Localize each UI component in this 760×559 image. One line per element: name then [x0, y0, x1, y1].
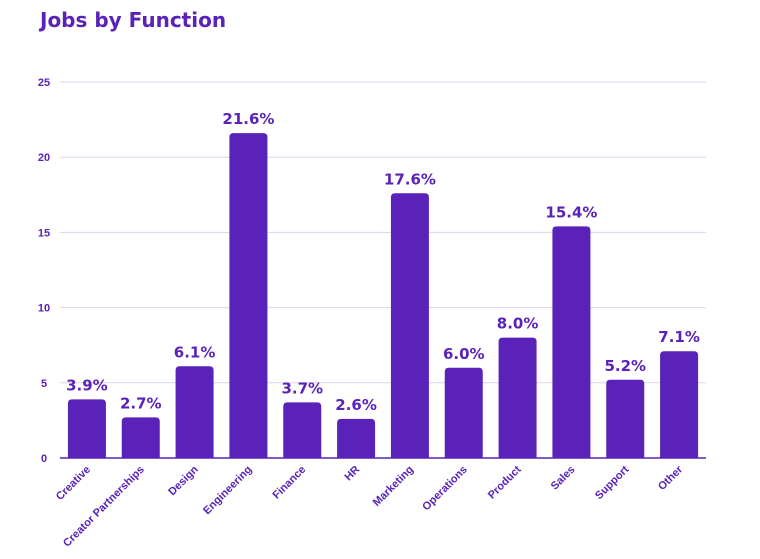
data-label: 7.1%	[658, 328, 700, 346]
y-tick-label: 15	[38, 227, 50, 239]
x-tick-label: Sales	[549, 464, 578, 493]
data-label: 3.9%	[66, 376, 108, 394]
data-label: 8.0%	[497, 315, 539, 333]
y-tick-label: 25	[38, 77, 50, 89]
bar	[444, 367, 483, 458]
bar	[552, 226, 591, 458]
x-tick-label: Creative	[54, 464, 93, 503]
bar	[121, 417, 160, 458]
bar	[390, 193, 429, 458]
x-tick-label: HR	[342, 464, 362, 484]
x-tick-label: Engineering	[201, 464, 254, 517]
y-tick-label: 10	[38, 303, 50, 315]
y-tick-label: 20	[38, 152, 50, 164]
bar	[67, 399, 106, 458]
y-tick-label: 5	[41, 378, 47, 390]
data-label: 17.6%	[384, 170, 436, 188]
x-tick-label: Product	[486, 463, 524, 501]
x-tick-label: Marketing	[371, 464, 416, 509]
bar	[606, 379, 645, 458]
x-tick-label: Operations	[420, 464, 470, 514]
data-label: 6.0%	[443, 345, 485, 363]
data-label: 2.6%	[335, 396, 377, 414]
x-tick-label: Support	[593, 463, 632, 502]
data-label: 15.4%	[545, 203, 597, 221]
x-tick-label: Design	[166, 463, 201, 498]
data-label: 3.7%	[281, 379, 323, 397]
data-label: 6.1%	[174, 343, 216, 361]
bar	[283, 402, 322, 458]
bar	[175, 366, 214, 458]
x-tick-label: Other	[656, 463, 686, 493]
bar	[229, 133, 268, 459]
bar	[337, 418, 376, 458]
data-label: 5.2%	[604, 357, 646, 375]
bar	[660, 351, 699, 458]
data-label: 21.6%	[222, 110, 274, 128]
x-tick-label: Finance	[270, 464, 308, 502]
y-tick-label: 0	[41, 453, 47, 465]
data-label: 2.7%	[120, 394, 162, 412]
bar	[498, 337, 537, 458]
chart-title: Jobs by Function	[40, 8, 227, 32]
